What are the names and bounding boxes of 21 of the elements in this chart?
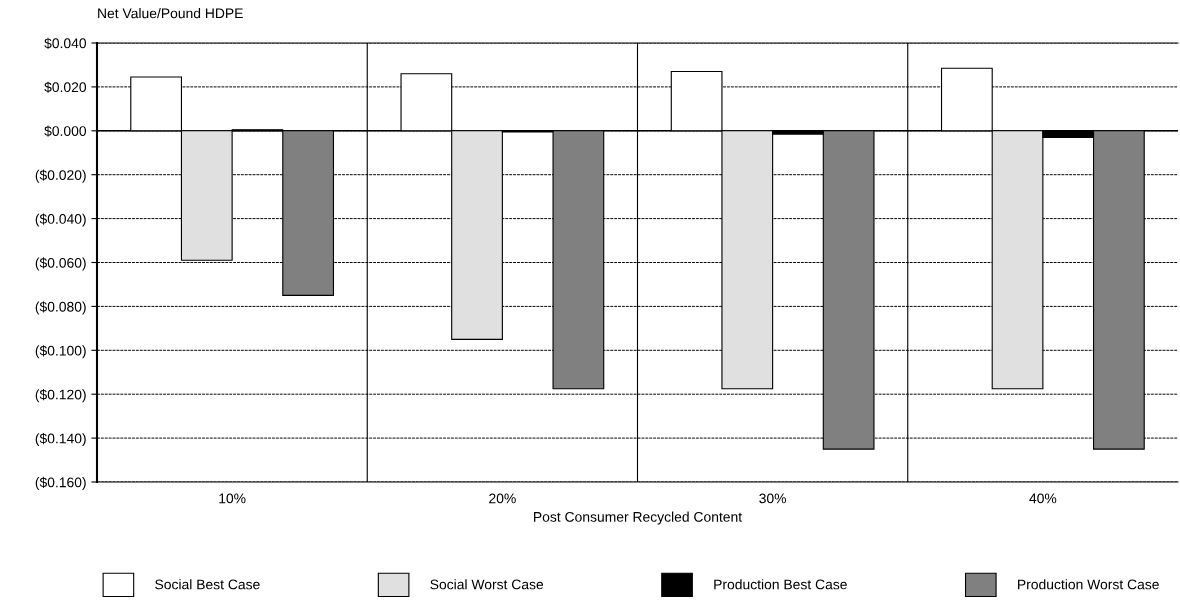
y-tick-label: ($0.140) (35, 432, 86, 447)
legend-label: Social Worst Case (430, 579, 544, 590)
y-tick-label: ($0.040) (35, 213, 86, 227)
x-tick-label: 20% (489, 493, 516, 504)
y-tick-label: ($0.080) (35, 301, 86, 315)
y-tick-label: ($0.100) (35, 345, 86, 359)
y-tick-label: $0.020 (44, 81, 87, 93)
y-tick-label: ($0.160) (35, 476, 86, 491)
y-tick-label: $0.000 (44, 125, 87, 137)
legend-label: Production Worst Case (1018, 579, 1159, 590)
y-tick-label: ($0.020) (35, 169, 86, 183)
y-tick-label: ($0.120) (35, 389, 86, 403)
legend-label: Production Best Case (714, 579, 847, 590)
x-tick-label: 40% (1029, 493, 1057, 504)
x-tick-label: 10% (219, 493, 246, 504)
legend-label: Social Best Case (155, 579, 260, 590)
y-tick-label: $0.040 (44, 37, 87, 49)
y-tick-label: ($0.060) (35, 257, 86, 271)
x-tick-label: 30% (759, 493, 787, 504)
y-axis-title: Net Value/Pound HDPE (98, 8, 243, 19)
x-axis-title: Post Consumer Recycled Content (534, 511, 742, 525)
